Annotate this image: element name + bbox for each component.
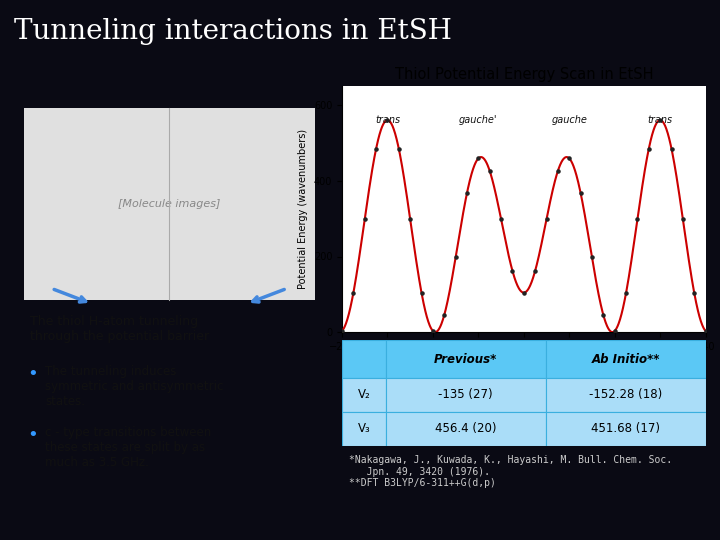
Text: -152.28 (18): -152.28 (18) xyxy=(589,388,662,401)
Point xyxy=(393,145,405,153)
Point xyxy=(552,167,564,176)
Point xyxy=(438,310,450,319)
Point xyxy=(643,145,654,153)
Text: The thiol H-atom tunneling
through the potential barrier: The thiol H-atom tunneling through the p… xyxy=(30,315,209,343)
Point xyxy=(427,327,438,335)
Text: 456.4 (20): 456.4 (20) xyxy=(435,422,496,435)
Point xyxy=(541,215,552,224)
Text: gauche: gauche xyxy=(552,115,588,125)
Point xyxy=(677,215,688,224)
Point xyxy=(666,145,678,153)
Point xyxy=(348,288,359,297)
Text: 451.68 (17): 451.68 (17) xyxy=(591,422,660,435)
Point xyxy=(586,253,598,262)
Text: gauche': gauche' xyxy=(459,115,498,125)
Point xyxy=(700,327,711,335)
Point xyxy=(518,288,529,297)
X-axis label: Dihedral Angle (degrees): Dihedral Angle (degrees) xyxy=(459,357,589,367)
Point xyxy=(631,215,643,224)
FancyBboxPatch shape xyxy=(546,340,706,378)
Text: Previous*: Previous* xyxy=(434,353,498,366)
Text: •: • xyxy=(27,365,37,383)
Text: Tunneling interactions in EtSH: Tunneling interactions in EtSH xyxy=(14,18,452,45)
Title: Thiol Potential Energy Scan in EtSH: Thiol Potential Energy Scan in EtSH xyxy=(395,68,653,83)
FancyBboxPatch shape xyxy=(24,108,315,300)
Point xyxy=(621,288,632,297)
Point xyxy=(598,310,609,319)
Text: c - type transitions between
these states are split by as
much as 3.5 GHz.: c - type transitions between these state… xyxy=(45,427,212,469)
Text: •: • xyxy=(27,427,37,444)
Point xyxy=(609,327,621,335)
Point xyxy=(575,188,586,197)
Point xyxy=(507,266,518,275)
FancyBboxPatch shape xyxy=(342,340,386,378)
Text: The tunneling induces
symmetric and antisymmetric
states.: The tunneling induces symmetric and anti… xyxy=(45,365,224,408)
Point xyxy=(472,154,484,163)
Point xyxy=(336,327,348,335)
Point xyxy=(564,154,575,163)
FancyBboxPatch shape xyxy=(386,378,546,412)
Point xyxy=(688,288,700,297)
Text: trans: trans xyxy=(375,115,400,125)
Point xyxy=(415,288,427,297)
Point xyxy=(654,116,666,124)
Text: Ab Initio**: Ab Initio** xyxy=(591,353,660,366)
Y-axis label: Potential Energy (wavenumbers): Potential Energy (wavenumbers) xyxy=(298,129,308,289)
Point xyxy=(359,215,371,224)
FancyBboxPatch shape xyxy=(386,412,546,445)
FancyBboxPatch shape xyxy=(342,378,386,412)
Point xyxy=(495,215,507,224)
Text: -135 (27): -135 (27) xyxy=(438,388,493,401)
Text: [Molecule images]: [Molecule images] xyxy=(118,199,220,209)
Point xyxy=(405,215,416,224)
Point xyxy=(462,188,473,197)
Point xyxy=(529,266,541,275)
Point xyxy=(484,167,495,176)
Text: V₃: V₃ xyxy=(357,422,370,435)
FancyBboxPatch shape xyxy=(342,412,386,445)
Point xyxy=(370,145,382,153)
FancyBboxPatch shape xyxy=(546,378,706,412)
FancyBboxPatch shape xyxy=(386,340,546,378)
Point xyxy=(382,116,393,124)
Text: trans: trans xyxy=(647,115,672,125)
Text: V₂: V₂ xyxy=(357,388,370,401)
Point xyxy=(450,253,462,262)
FancyBboxPatch shape xyxy=(546,412,706,445)
Text: *Nakagawa, J., Kuwada, K., Hayashi, M. Bull. Chem. Soc.
   Jpn. 49, 3420 (1976).: *Nakagawa, J., Kuwada, K., Hayashi, M. B… xyxy=(349,455,672,488)
